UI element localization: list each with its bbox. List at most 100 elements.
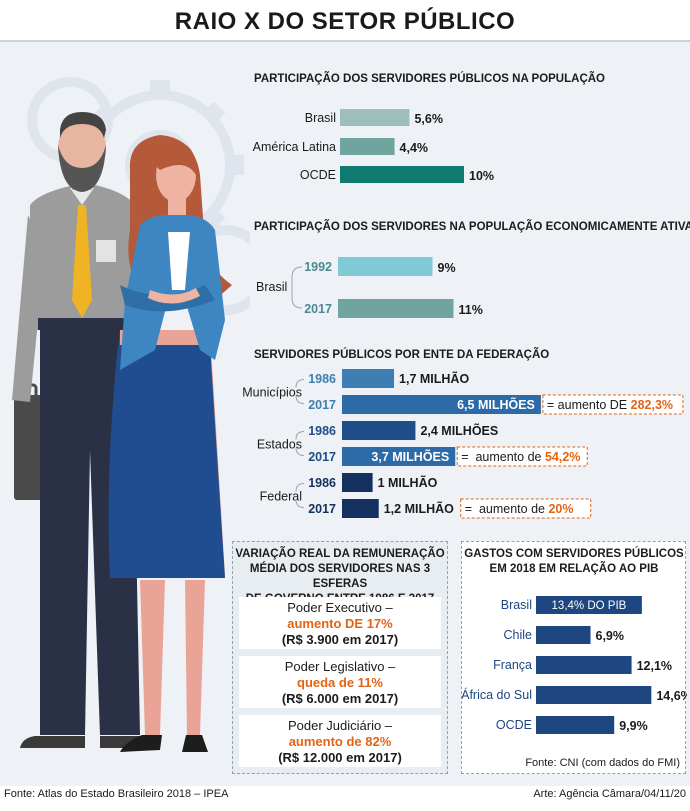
- chart3-value-label: 2,4 MILHÕES: [420, 423, 498, 438]
- pib-chart: GASTOS COM SERVIDORES PÚBLICOS EM 2018 E…: [461, 547, 690, 769]
- chart3-increase-note: = aumento de 54,2%: [456, 446, 588, 467]
- remuneracao-item-change: aumento DE 17%: [287, 616, 393, 631]
- chart3-bracket: [295, 379, 305, 388]
- chart3-group-label: Federal: [260, 490, 302, 504]
- chart1-bar: [340, 166, 464, 183]
- chart1-bars: Brasil 5,6% América Latina 4,4% OCDE 10%: [253, 109, 494, 183]
- remuneracao-item-legislativo: Poder Legislativo – queda de 11% (R$ 6.0…: [239, 656, 441, 708]
- chart3-note-text: = aumento de 54,2%: [461, 450, 580, 464]
- chart3-note-prefix: = aumento DE: [547, 398, 631, 412]
- chart3-note-value: 54,2%: [545, 450, 580, 464]
- chart2-year-label: 2017: [304, 302, 332, 316]
- chart1-value-label: 4,4%: [400, 141, 429, 155]
- chart3-bracket: [295, 447, 305, 456]
- chart3-value-label: 6,5 MILHÕES: [457, 397, 535, 412]
- chart3-increase-note: = aumento DE 282,3%: [542, 394, 684, 415]
- chart2-group-label: Brasil: [256, 280, 287, 294]
- chart3-note-box: [542, 394, 684, 415]
- chart1-value-label: 10%: [469, 169, 494, 183]
- chart3-bracket: [295, 395, 305, 404]
- chart2-value-label: 11%: [459, 303, 483, 317]
- remuneracao-item-value: (R$ 6.000 em 2017): [281, 691, 399, 706]
- chart3-note-value: 20%: [548, 502, 573, 516]
- chart3-bracket: [295, 483, 305, 492]
- chart3-bar: [342, 473, 373, 492]
- remuneracao-box: VARIAÇÃO REAL DA REMUNERAÇÃO MÉDIA DOS S…: [232, 541, 448, 774]
- chart3-value-label: 1,7 MILHÃO: [399, 371, 469, 386]
- briefcase-icon: [14, 395, 44, 500]
- remuneracao-item-change: queda de 11%: [297, 675, 383, 690]
- remuneracao-item-name: Poder Judiciário –: [287, 718, 393, 733]
- chart2-year-label: 1992: [304, 260, 332, 274]
- chart3-group-label: Municípios: [242, 386, 302, 400]
- remuneracao-item-value: (R$ 12.000 em 2017): [278, 750, 402, 765]
- chart4-bars: Brasil 13,4% DO PIB Chile 6,9% França 12,1% Áf…: [461, 596, 690, 734]
- chart3-bar: [342, 369, 395, 388]
- chart3-value-label: 1,2 MILHÃO: [384, 501, 454, 516]
- chart1-bar: [340, 138, 395, 155]
- chart2-bar: [338, 299, 454, 318]
- chart3-note-text: = aumento DE 282,3%: [547, 398, 673, 412]
- chart4-value-label: 9,9%: [619, 719, 648, 733]
- chart4-category-label: OCDE: [496, 718, 532, 732]
- chart1-title: PARTICIPAÇÃO DOS SERVIDORES PÚBLICOS NA …: [254, 72, 605, 85]
- footer-credit: Arte: Agência Câmara/04/11/20: [533, 788, 686, 800]
- chart3-increase-note: = aumento de 20%: [460, 498, 592, 519]
- chart4-bar: [536, 686, 652, 704]
- chart4-category-label: França: [493, 658, 532, 672]
- chart4-value-label: 6,9%: [596, 629, 625, 643]
- chart3-group-label: Estados: [257, 438, 302, 452]
- chart4-value-label: 13,4% DO PIB: [552, 600, 627, 612]
- remuneracao-item-name: Poder Legislativo –: [284, 659, 396, 674]
- chart3-title: SERVIDORES PÚBLICOS POR ENTE DA FEDERAÇÃ…: [254, 348, 549, 361]
- chart1-value-label: 5,6%: [414, 112, 443, 126]
- chart3-note-box: [460, 498, 592, 519]
- woman-figure: [108, 135, 232, 752]
- chart3-bracket: [295, 499, 305, 508]
- chart1-category-label: Brasil: [305, 111, 336, 125]
- chart4-category-label: Brasil: [501, 598, 532, 612]
- chart2-bracket: [291, 266, 303, 309]
- chart3-note-prefix: = aumento de: [465, 502, 549, 516]
- chart3-bar: [342, 395, 541, 414]
- chart3-bars: Municípios 1986 1,7 MILHÃO 2017 6,5 MILHÕES =…: [242, 369, 684, 519]
- chart4-title-line2: EM 2018 EM RELAÇÃO AO PIB: [490, 562, 659, 575]
- chart4-title-line1: GASTOS COM SERVIDORES PÚBLICOS: [464, 547, 684, 560]
- chart3-value-label: 3,7 MILHÕES: [371, 449, 449, 464]
- page-title: RAIO X DO SETOR PÚBLICO: [174, 8, 516, 35]
- chart4-value-label: 12,1%: [637, 659, 672, 673]
- pib-box: GASTOS COM SERVIDORES PÚBLICOS EM 2018 E…: [461, 541, 690, 774]
- chart1-category-label: OCDE: [300, 168, 336, 182]
- chart2-title: PARTICIPAÇÃO DOS SERVIDORES NA POPULAÇÃO…: [254, 220, 690, 233]
- chart3-year-label: 1986: [308, 424, 336, 438]
- remuneracao-title-line: MÉDIA DOS SERVIDORES NAS 3 ESFERAS: [249, 563, 431, 590]
- chart4-category-label: África do Sul: [462, 687, 532, 702]
- chart3-bar: [342, 421, 416, 440]
- chart3-note-value: 282,3%: [631, 398, 673, 412]
- remuneracao-item-name: Poder Executivo –: [287, 600, 393, 615]
- chart3-year-label: 2017: [308, 502, 336, 516]
- chart1-category-label: América Latina: [253, 140, 336, 154]
- chart3-note-prefix: = aumento de: [461, 450, 545, 464]
- chart3-value-label: 1 MILHÃO: [378, 475, 438, 490]
- chart3-year-label: 2017: [308, 450, 336, 464]
- chart1-bar: [340, 109, 410, 126]
- chart2-bar: [338, 257, 433, 276]
- chart3-note-text: = aumento de 20%: [465, 502, 574, 516]
- remuneracao-title-line: VARIAÇÃO REAL DA REMUNERAÇÃO: [235, 548, 445, 560]
- chart4-value-label: 14,6%: [656, 689, 687, 703]
- chart4-bar: [536, 626, 591, 644]
- remuneracao-item-value: (R$ 3.900 em 2017): [281, 632, 399, 647]
- footer-source: Fonte: Atlas do Estado Brasileiro 2018 –…: [4, 788, 229, 800]
- chart4-source: Fonte: CNI (com dados do FMI): [525, 757, 680, 769]
- chart3-note-box: [456, 446, 588, 467]
- chart4-bar: [536, 596, 642, 614]
- title-divider: [0, 40, 690, 42]
- chart3-year-label: 2017: [308, 398, 336, 412]
- illustration: [12, 77, 250, 752]
- chart4-bar: [536, 716, 615, 734]
- chart2-bars: 1992 9% 2017 11%: [304, 257, 483, 318]
- chart3-bar: [342, 447, 456, 466]
